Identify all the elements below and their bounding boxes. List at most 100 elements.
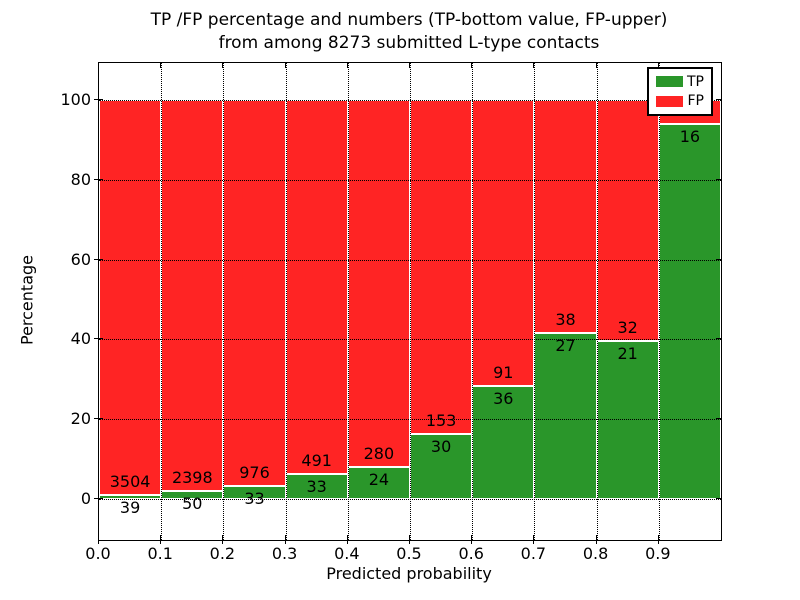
horizontal-gridline: [99, 179, 721, 181]
fp-bar-segment: [285, 100, 348, 474]
tp-count-label: 21: [617, 343, 638, 363]
horizontal-gridline: [99, 259, 721, 261]
x-tick-mark-top: [98, 63, 99, 68]
x-tick-mark-top: [657, 63, 659, 68]
x-tick-mark-top: [222, 63, 224, 68]
x-tick-label: 0.5: [396, 544, 422, 563]
horizontal-gridline: [99, 100, 721, 102]
tp-count-label: 50: [182, 493, 203, 513]
y-tick-label: 0: [80, 488, 91, 508]
x-tick-mark-top: [409, 63, 410, 68]
fp-bar-segment: [223, 100, 286, 486]
x-tick-mark: [471, 535, 473, 544]
x-tick-mark: [98, 535, 99, 544]
tp-count-label: 36: [493, 388, 514, 408]
y-tick-label: 60: [70, 249, 91, 269]
x-tick-mark: [346, 535, 348, 544]
vertical-gridline: [410, 63, 411, 540]
fp-legend-swatch: [656, 95, 683, 107]
x-tick-mark-top: [284, 63, 286, 68]
fp-count-label: 32: [617, 317, 638, 337]
tp-count-label: 33: [306, 476, 327, 496]
y-tick-mark-right: [716, 99, 721, 101]
fp-count-label: 91: [493, 362, 514, 382]
vertical-gridline: [285, 63, 287, 540]
tp-bar-segment: [285, 473, 348, 499]
vertical-gridline: [472, 63, 474, 540]
fp-count-label: 491: [301, 450, 332, 470]
tp-count-label: 33: [244, 488, 265, 508]
horizontal-gridline: [99, 339, 721, 341]
chart-title-line2: from among 8273 submitted L-type contact…: [218, 33, 600, 53]
x-tick-label: 0.6: [458, 544, 484, 563]
y-axis-label: Percentage: [17, 254, 37, 346]
horizontal-gridline: [99, 498, 721, 500]
y-tick-label: 80: [70, 169, 91, 189]
fp-bar-segment: [161, 100, 224, 491]
tp-legend-swatch: [656, 76, 683, 88]
tp-bar-segment: [99, 494, 162, 499]
fp-count-label: 3504: [109, 471, 151, 491]
tp-count-label: 16: [679, 126, 701, 146]
tp-count-label: 30: [430, 436, 452, 456]
fp-count-label: 38: [555, 310, 576, 330]
x-tick-mark: [160, 535, 162, 544]
vertical-gridline: [658, 63, 660, 540]
horizontal-gridline: [99, 419, 721, 421]
x-tick-label: 0.8: [582, 544, 609, 563]
x-tick-mark-top: [471, 63, 473, 68]
vertical-gridline: [161, 63, 163, 540]
y-tick-mark: [94, 338, 103, 340]
y-tick-mark: [94, 258, 103, 260]
fp-bar-segment: [596, 100, 659, 341]
x-tick-label: 0.9: [645, 544, 671, 563]
x-tick-label: 0.2: [209, 544, 236, 563]
legend-label: TP: [687, 73, 704, 90]
vertical-gridline: [347, 63, 349, 540]
y-tick-mark: [94, 178, 103, 180]
x-tick-mark: [533, 535, 535, 544]
x-tick-label: 0.7: [520, 544, 547, 563]
x-tick-mark: [409, 535, 410, 544]
x-tick-label: 0.0: [85, 544, 111, 563]
x-tick-mark: [222, 535, 224, 544]
vertical-gridline: [223, 63, 225, 540]
x-axis-label: Predicted probability: [326, 564, 492, 583]
y-tick-label: 20: [70, 409, 91, 429]
fp-bar-segment: [347, 100, 410, 468]
legend: TP FP: [647, 67, 713, 116]
fp-count-label: 280: [363, 444, 395, 464]
y-tick-mark: [94, 99, 103, 101]
x-tick-label: 0.1: [147, 544, 173, 563]
fp-count-label: 976: [239, 462, 270, 482]
y-tick-mark: [94, 497, 103, 499]
y-tick-mark-right: [716, 497, 721, 499]
fp-bar-segment: [472, 100, 535, 386]
vertical-gridline: [534, 63, 536, 540]
fp-count-label: 153: [425, 410, 457, 430]
tp-count-label: 39: [119, 497, 141, 517]
legend-item: TP: [656, 74, 704, 90]
tp-count-label: 24: [368, 470, 390, 490]
y-tick-mark: [94, 418, 103, 420]
x-tick-mark-top: [533, 63, 535, 68]
x-tick-label: 0.3: [271, 544, 298, 563]
fp-count-label: 2398: [171, 467, 213, 487]
chart-title: TP /FP percentage and numbers (TP-bottom…: [98, 9, 720, 55]
vertical-gridline: [596, 63, 598, 540]
chart-title-line1: TP /FP percentage and numbers (TP-bottom…: [150, 10, 668, 30]
fp-bar-segment: [410, 100, 473, 434]
tp-count-label: 27: [555, 336, 576, 356]
fp-bar-segment: [99, 100, 162, 495]
y-tick-label: 40: [70, 329, 91, 349]
x-tick-mark: [284, 535, 286, 544]
legend-label: FP: [687, 93, 705, 110]
y-tick-mark-right: [716, 258, 721, 260]
legend-item: FP: [656, 93, 704, 109]
x-tick-mark-top: [346, 63, 348, 68]
x-tick-label: 0.4: [334, 544, 360, 563]
tp-bar-segment: [658, 123, 721, 499]
x-tick-mark-top: [160, 63, 162, 68]
y-tick-mark-right: [716, 418, 721, 420]
